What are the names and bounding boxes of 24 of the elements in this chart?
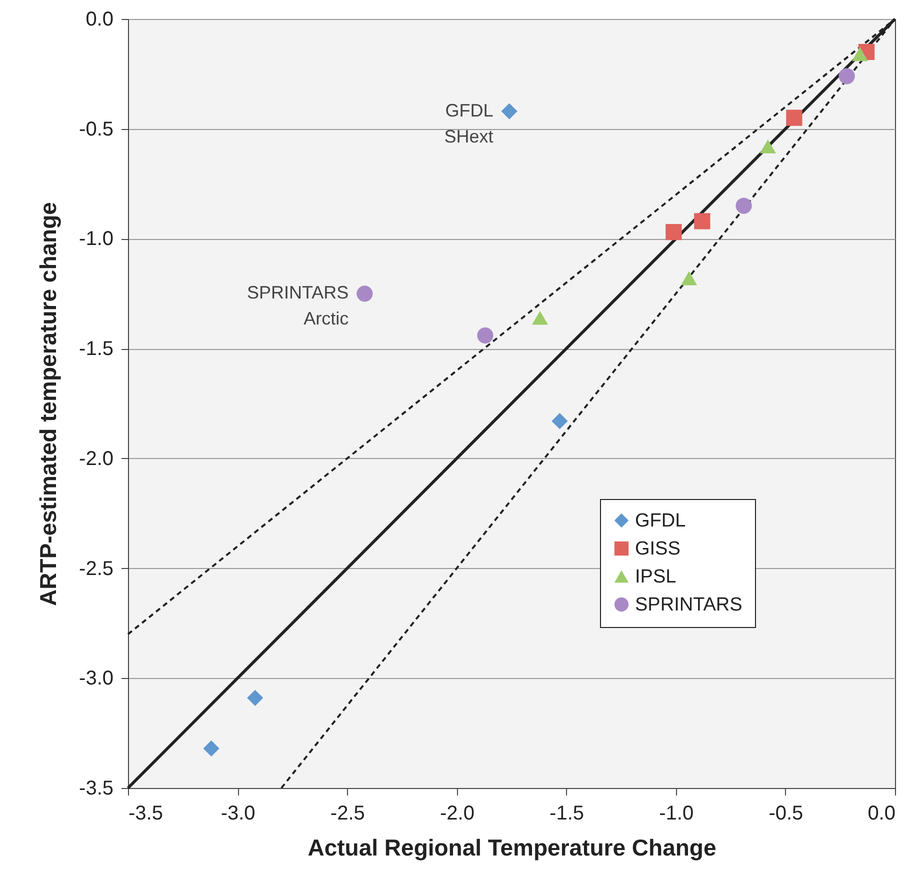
x-tick-label: -2.0 bbox=[440, 802, 474, 824]
y-axis-title: ARTP-estimated temperature change bbox=[35, 202, 62, 606]
y-tick-label: -2.5 bbox=[79, 558, 114, 580]
x-axis-title: Actual Regional Temperature Change bbox=[308, 834, 716, 860]
annotation: SPRINTARS Arctic bbox=[246, 282, 349, 329]
y-tick-label: -2.0 bbox=[79, 448, 114, 470]
annotation: GFDL SHext bbox=[444, 100, 494, 146]
x-tick-label: 0.0 bbox=[868, 802, 896, 824]
x-tick-label: -1.5 bbox=[550, 802, 584, 824]
legend-label: IPSL bbox=[635, 566, 676, 588]
x-tick-label: -3.5 bbox=[128, 802, 163, 824]
y-tick-label: -3.5 bbox=[79, 778, 114, 800]
x-tick-label: -0.5 bbox=[768, 802, 804, 824]
x-tick-label: -2.5 bbox=[330, 802, 365, 824]
legend-label: GISS bbox=[635, 538, 680, 560]
x-tick-label: -3.0 bbox=[220, 802, 256, 824]
x-tick-label: -1.0 bbox=[659, 802, 694, 824]
y-tick-label: -1.5 bbox=[79, 338, 114, 360]
y-tick-label: -0.5 bbox=[79, 118, 114, 140]
y-tick-label: -1.0 bbox=[79, 228, 114, 250]
legend-label: GFDL bbox=[635, 510, 686, 532]
y-tick-label: 0.0 bbox=[86, 8, 114, 30]
y-tick-label: -3.0 bbox=[79, 668, 114, 690]
legend-label: SPRINTARS bbox=[635, 594, 742, 616]
